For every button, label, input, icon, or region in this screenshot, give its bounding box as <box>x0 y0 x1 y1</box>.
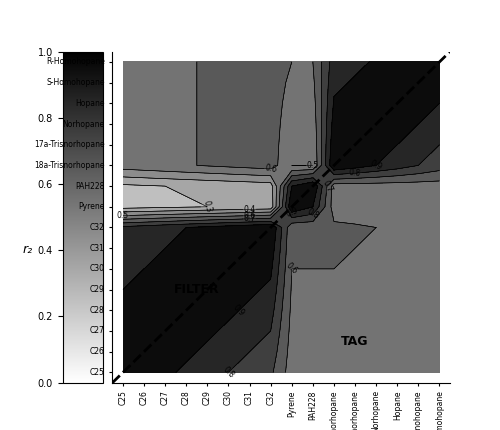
Text: 0.9: 0.9 <box>232 303 246 318</box>
Text: 0.4: 0.4 <box>244 205 256 214</box>
Text: 0.6: 0.6 <box>284 261 300 276</box>
Text: 0.5: 0.5 <box>307 161 319 170</box>
Text: 0.8: 0.8 <box>306 207 320 221</box>
Text: 0.5: 0.5 <box>117 211 129 220</box>
Text: TAG: TAG <box>342 335 369 348</box>
Text: 0.7: 0.7 <box>320 179 334 194</box>
Text: FILTER: FILTER <box>174 283 220 296</box>
Text: 0.6: 0.6 <box>244 211 256 220</box>
Text: 0.9: 0.9 <box>368 159 384 172</box>
Text: 0.7: 0.7 <box>244 214 256 224</box>
Text: 0.8: 0.8 <box>221 365 236 380</box>
Text: 0.8: 0.8 <box>348 168 362 178</box>
Text: 0.9: 0.9 <box>284 206 299 219</box>
Text: 0.3: 0.3 <box>202 200 213 214</box>
Text: r₂: r₂ <box>22 243 32 256</box>
Text: 0.6: 0.6 <box>264 163 278 175</box>
